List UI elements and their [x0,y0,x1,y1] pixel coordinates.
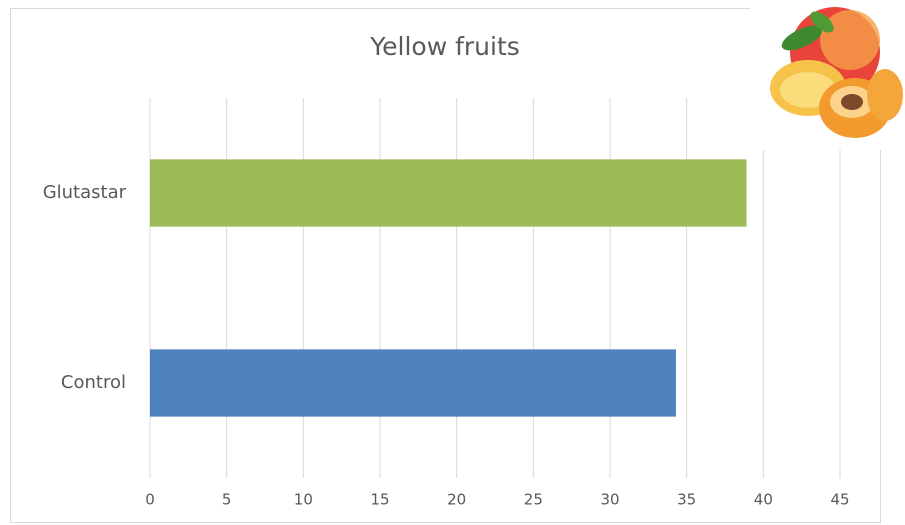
x-tick-label: 20 [447,491,466,509]
chart-title: Yellow fruits [369,32,520,61]
x-tick-label: 35 [677,491,696,509]
fruit-illustration [750,0,905,150]
bar [150,349,676,417]
plot-area: 0 5 10 15 20 25 30 35 40 45 Glutastar Control [43,98,850,509]
x-tick-label: 5 [222,491,232,509]
chart-border [10,8,881,523]
x-tick-label: 15 [370,491,389,509]
x-tick-label: 45 [830,491,849,509]
y-tick-label: Control [61,372,126,393]
x-tick-label: 25 [524,491,543,509]
x-tick-label: 0 [145,491,155,509]
x-tick-label: 30 [600,491,619,509]
bar [150,159,747,227]
y-tick-label: Glutastar [43,182,127,203]
x-tick-label: 10 [294,491,313,509]
x-tick-label: 40 [754,491,773,509]
